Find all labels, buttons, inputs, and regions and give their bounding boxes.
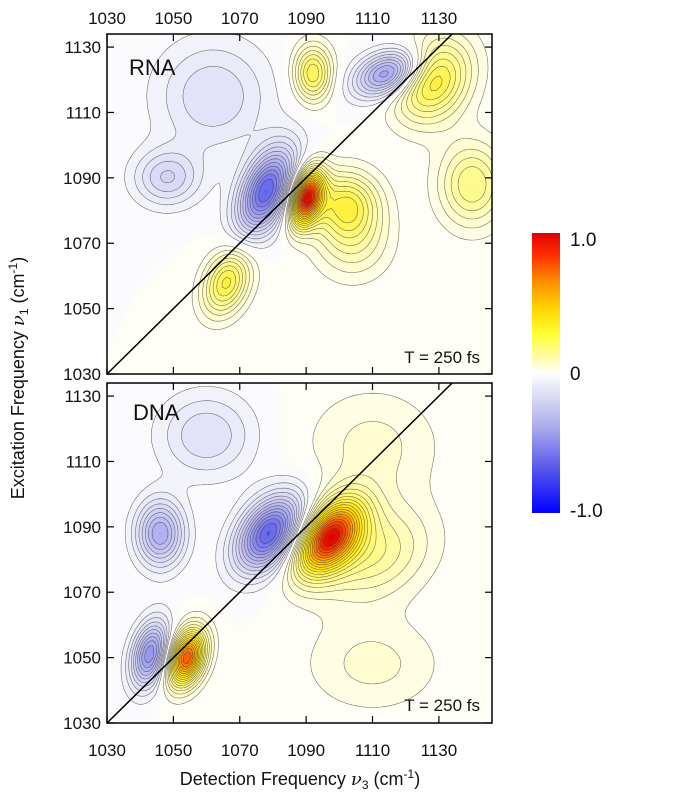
dna-y-tick-label: 1110 (66, 452, 101, 471)
rna-x-ticks (106, 34, 440, 374)
y-axis-title: Excitation Frequency ν1 (cm-1) (6, 257, 31, 499)
dna-diagonal-line (107, 383, 453, 723)
x-tick-label-bottom: 1110 (355, 741, 390, 760)
rna-heatmap (107, 34, 492, 374)
rna-panel-label: RNA (129, 55, 176, 80)
dna-x-ticks (106, 383, 440, 723)
colorbar-gradient (532, 233, 560, 513)
x-tick-label-top: 1130 (421, 9, 458, 28)
dna-plot-frame (106, 382, 493, 724)
x-tick-label-bottom: 1070 (221, 741, 259, 760)
rna-y-tick-label: 1110 (66, 103, 101, 122)
dna-time-annotation: T = 250 fs (404, 696, 480, 715)
x-tick-label-top: 1070 (221, 9, 259, 28)
dna-y-tick-label: 1090 (63, 518, 101, 537)
dna-y-tick-label: 1050 (63, 649, 101, 668)
rna-y-ticks: 1030 1050 1070 1090 1110 1130 (63, 38, 492, 384)
colorbar-min-label: -1.0 (570, 501, 603, 522)
rna-y-tick-label: 1130 (64, 38, 101, 57)
colorbar-zero-label: 0 (570, 364, 581, 385)
rna-plot-frame (106, 33, 493, 375)
dna-y-ticks: 1030 1050 1070 1090 1110 1130 (63, 387, 492, 733)
rna-y-tick-label: 1050 (63, 300, 101, 319)
x-tick-label-bottom: 1030 (88, 741, 126, 760)
panel-rna: 1030 1050 1070 1090 1110 1130 RNA T = 250 fs (63, 33, 493, 384)
x-tick-label-bottom: 1050 (154, 741, 192, 760)
x-tick-labels-bottom: 1030 1050 1070 1090 1110 1130 (88, 741, 457, 760)
rna-y-tick-label: 1030 (63, 365, 101, 384)
colorbar-max-label: 1.0 (570, 230, 596, 251)
x-tick-label-top: 1050 (154, 9, 192, 28)
rna-y-tick-label: 1070 (63, 234, 101, 253)
x-tick-label-bottom: 1090 (287, 741, 325, 760)
dna-y-tick-label: 1070 (63, 583, 101, 602)
rna-time-annotation: T = 250 fs (404, 348, 480, 367)
x-tick-label-top: 1030 (88, 9, 126, 28)
rna-contour-lines (124, 34, 492, 331)
x-tick-label-bottom: 1130 (421, 741, 458, 760)
x-axis-title: Detection Frequency ν3 (cm-1) (180, 767, 420, 792)
rna-diagonal-line (107, 34, 453, 374)
dna-panel-label: DNA (133, 400, 180, 425)
rna-y-tick-label: 1090 (63, 169, 101, 188)
rna-contours (124, 34, 492, 331)
dna-y-tick-label: 1030 (63, 714, 101, 733)
panel-dna: 1030 1050 1070 1090 1110 1130 DNA T = 250 fs (63, 382, 493, 733)
x-tick-labels-top: 1030 1050 1070 1090 1110 1130 (88, 9, 457, 28)
dna-y-tick-label: 1130 (64, 387, 101, 406)
x-tick-label-top: 1110 (355, 9, 390, 28)
colorbar: 1.0 0 -1.0 (532, 230, 603, 522)
x-tick-label-top: 1090 (287, 9, 325, 28)
